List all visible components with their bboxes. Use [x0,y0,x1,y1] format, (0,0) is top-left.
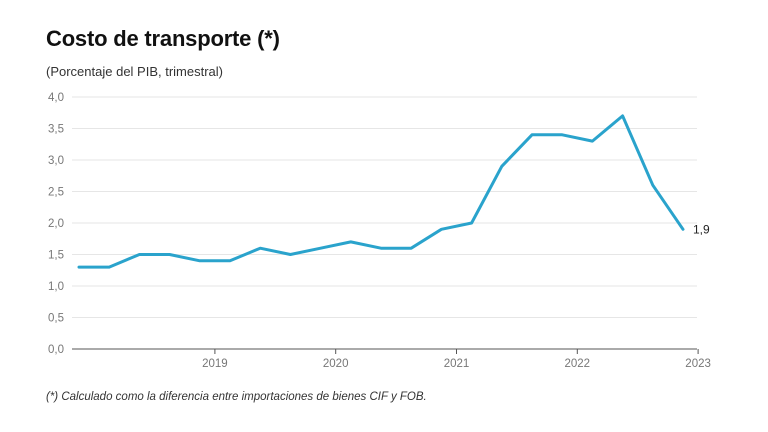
y-tick-label: 3,0 [48,155,64,167]
series-line [77,114,685,269]
y-axis-ticks: 0,0 0,5 1,0 1,5 2,0 2,5 3,0 3,5 4,0 [48,92,64,356]
y-tick-label: 1,0 [48,281,64,293]
chart-title: Costo de transporte (*) [46,26,280,51]
end-value-label: 1,9 [693,222,710,236]
y-tick-label: 0,5 [48,313,64,325]
y-tick-label: 0,0 [48,344,64,356]
footnote: (*) Calculado como la diferencia entre i… [46,391,427,403]
y-tick-label: 3,5 [48,124,64,136]
y-tick-label: 1,5 [48,250,64,262]
x-tick-label: 2019 [202,358,228,370]
y-tick-label: 2,5 [48,187,64,199]
x-tick-label: 2021 [444,358,470,370]
y-tick-label: 2,0 [48,218,64,230]
grid-lines [72,96,697,350]
x-tick-label: 2022 [565,358,591,370]
chart-subtitle: (Porcentaje del PIB, trimestral) [46,64,224,79]
x-tick-label: 2023 [685,358,711,370]
x-axis-ticks: 2019 2020 2021 2022 2023 [202,349,711,370]
y-tick-label: 4,0 [48,92,64,104]
x-tick-label: 2020 [323,358,349,370]
